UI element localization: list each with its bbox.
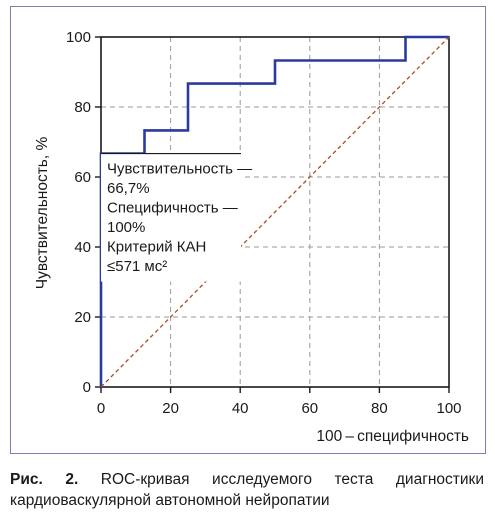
figure-caption: Рис. 2. ROC-кривая исследуемого теста ди… (10, 469, 484, 511)
x-tick-label: 60 (301, 400, 318, 417)
x-axis-label: 100 – специфичность (316, 428, 469, 445)
roc-chart: 0 20 40 60 80 100 0 20 40 60 80 100 Чувствительнос… (34, 29, 469, 445)
y-axis-label: Чувствительность, % (34, 137, 51, 290)
x-tick-label: 20 (162, 400, 179, 417)
y-tick-label: 40 (74, 239, 91, 256)
annotation-text-line: 66,7% (107, 180, 150, 197)
y-tick-label: 80 (74, 99, 91, 116)
annotation-box (101, 153, 241, 282)
y-tick-label: 100 (66, 29, 91, 46)
y-tick-label: 0 (83, 379, 91, 396)
y-tick-labels: 0 20 40 60 80 100 (66, 29, 91, 396)
annotation-text-line: ≤571 мс² (107, 258, 167, 275)
x-tick-label: 0 (97, 400, 105, 417)
annotation-text-line: Специфичность — (107, 200, 238, 217)
annotation-text-line: Чувствительность — (107, 161, 252, 178)
reference-diagonal-line (100, 36, 450, 388)
x-tick-label: 80 (371, 400, 388, 417)
x-tick-label: 40 (232, 400, 249, 417)
x-tick-labels: 0 20 40 60 80 100 (97, 400, 462, 417)
annotation-text-line: 100% (107, 219, 145, 236)
annotation-text-line: Критерий КАН (107, 239, 206, 256)
annotation: Чувствительность — 66,7% Специфичность — 10… (101, 152, 252, 282)
x-tick-label: 100 (436, 400, 461, 417)
y-tick-label: 60 (74, 169, 91, 186)
y-tick-label: 20 (74, 309, 91, 326)
caption-label: Рис. 2. (10, 471, 79, 488)
figure-frame: 0 20 40 60 80 100 0 20 40 60 80 100 Чувствительнос… (10, 6, 486, 454)
caption-text: ROC-кривая исследуемого теста диагностик… (10, 471, 484, 509)
